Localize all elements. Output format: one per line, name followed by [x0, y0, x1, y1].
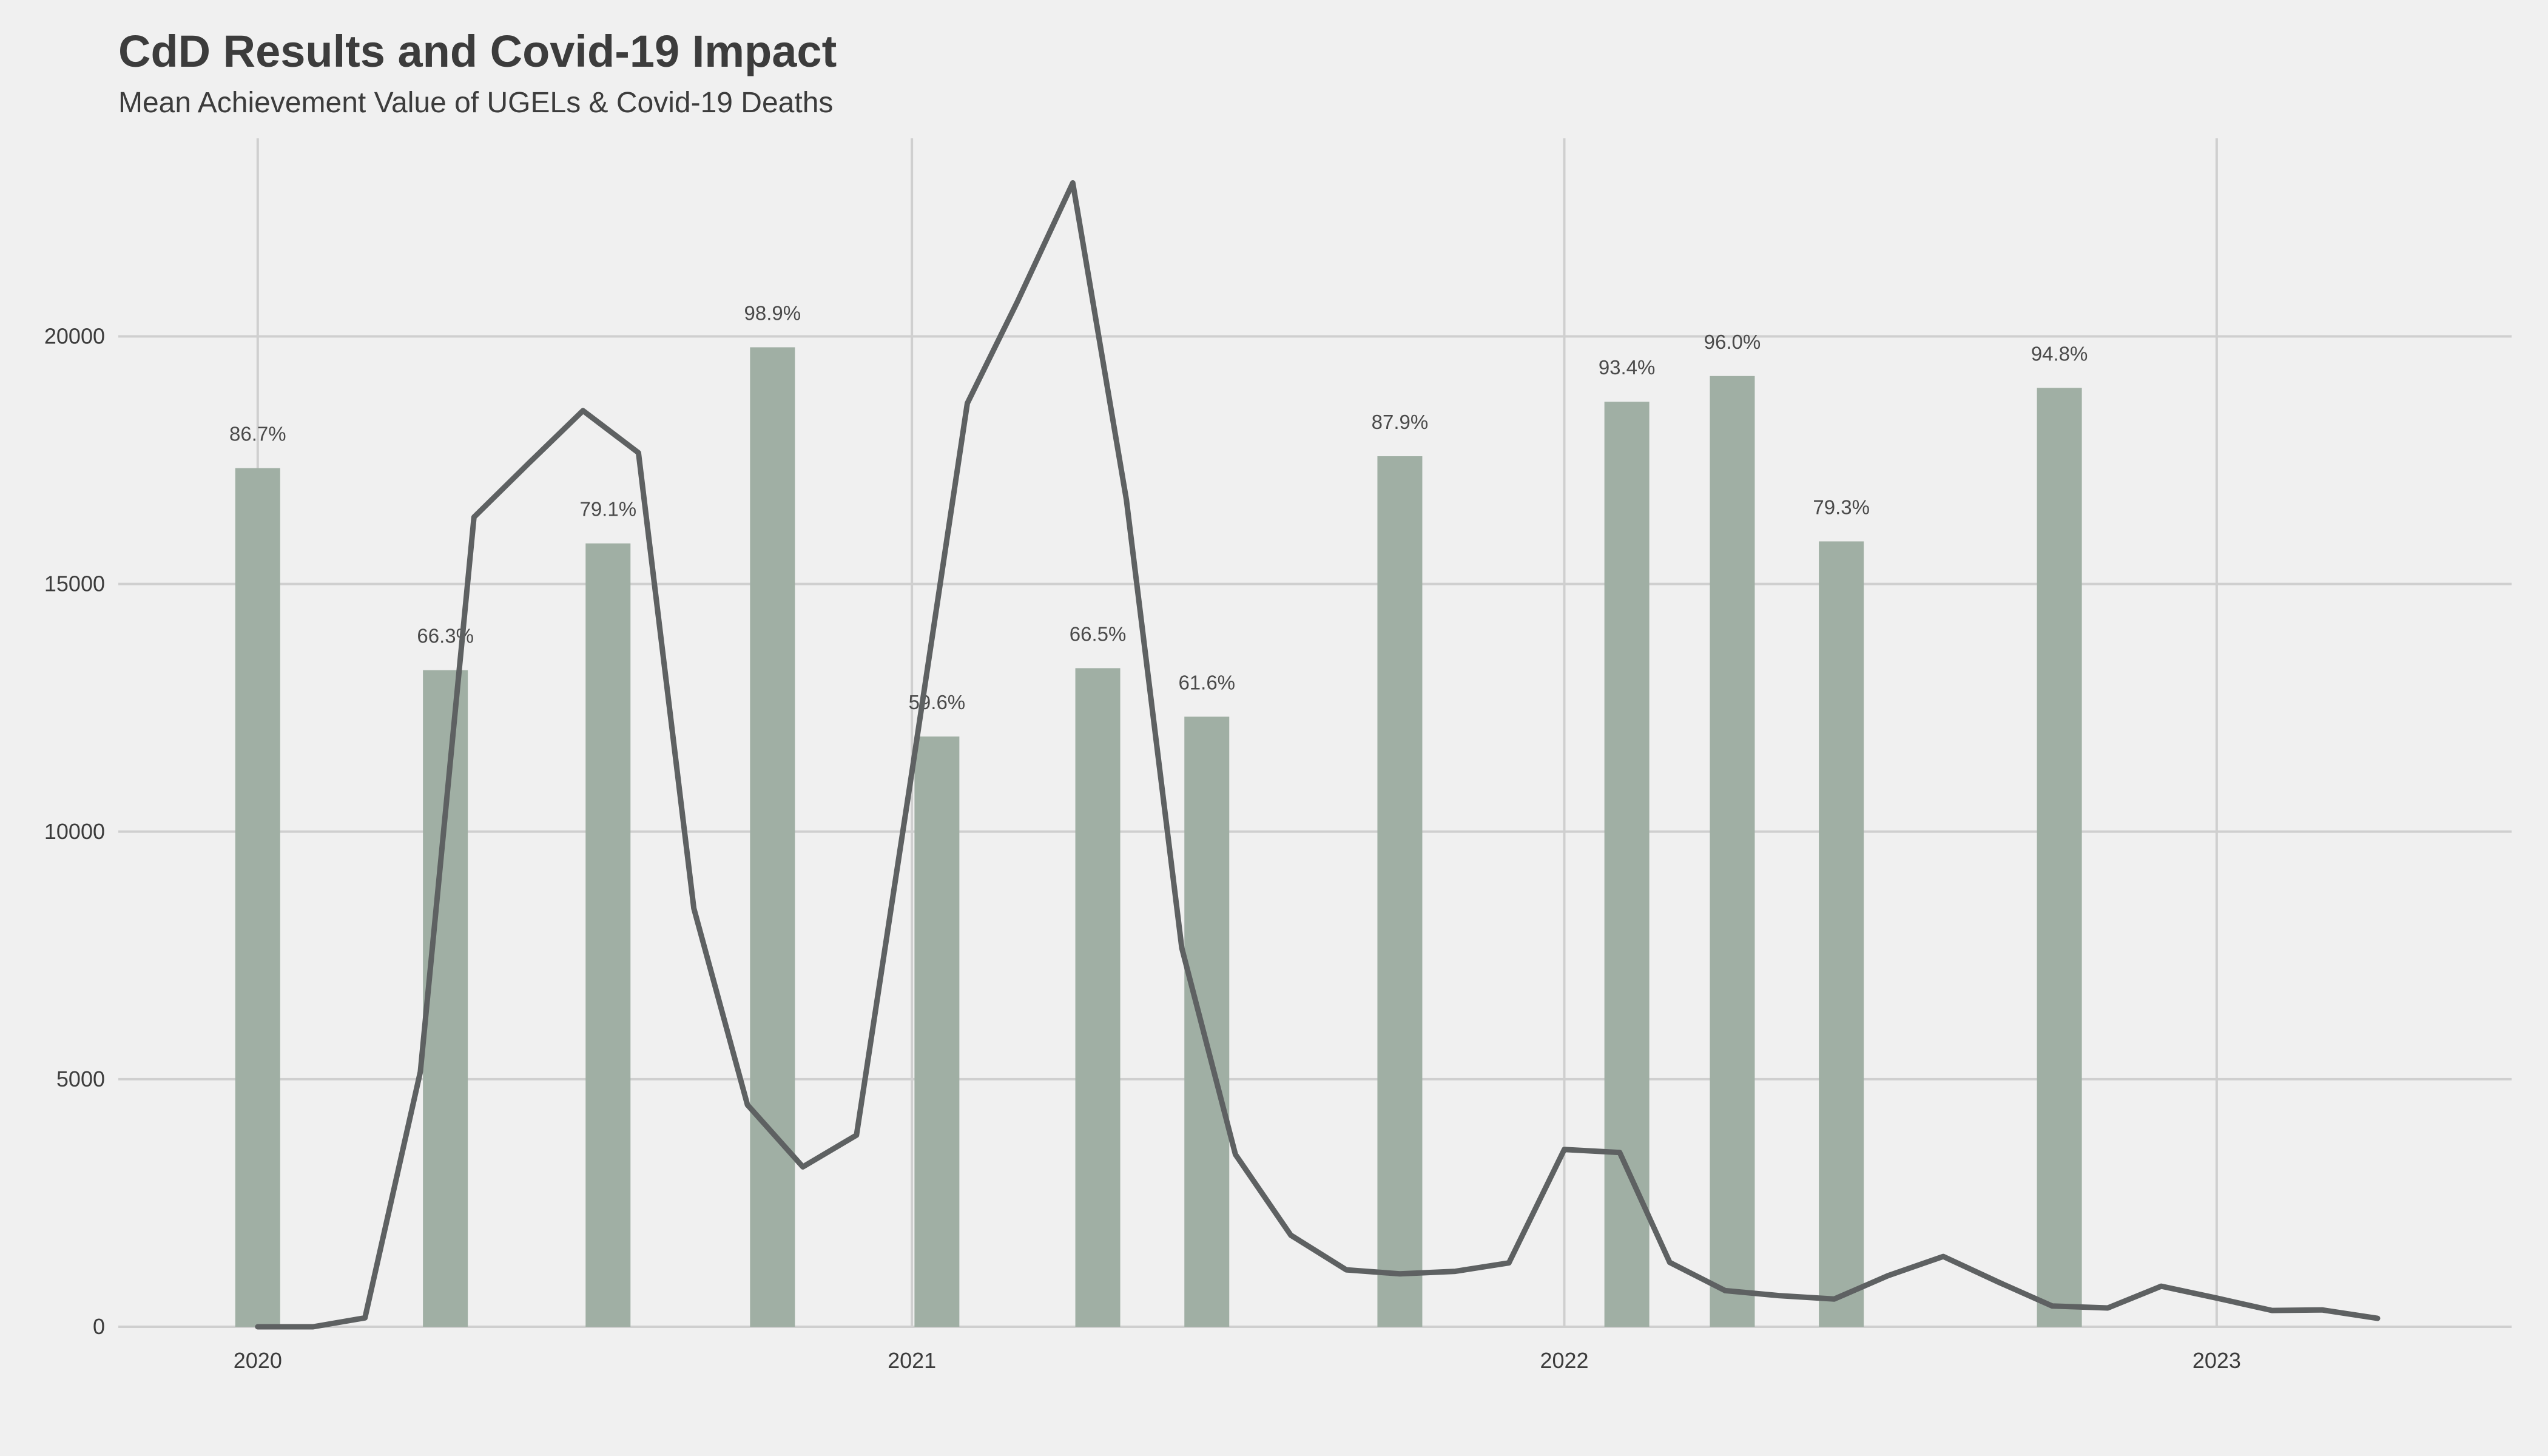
y-tick-label: 5000: [56, 1067, 105, 1091]
bar: [235, 468, 280, 1327]
bar-data-label: 79.3%: [1813, 496, 1870, 518]
chart-title: CdD Results and Covid-19 Impact: [118, 26, 837, 76]
bar: [1184, 716, 1230, 1327]
bar: [2037, 388, 2082, 1327]
bar: [585, 543, 631, 1327]
bar-data-label: 79.1%: [579, 498, 636, 521]
bar-data-label: 86.7%: [229, 423, 286, 445]
bar-data-label: 93.4%: [1599, 356, 1656, 379]
bar-data-label: 87.9%: [1372, 411, 1429, 433]
bar-data-label: 96.0%: [1704, 331, 1761, 353]
bar: [1604, 402, 1650, 1327]
bar: [1075, 668, 1121, 1327]
bar: [1819, 541, 1864, 1327]
y-tick-label: 15000: [44, 571, 105, 596]
bar: [750, 347, 795, 1327]
deaths-line: [255, 180, 2381, 1330]
x-tick-label: 2020: [234, 1348, 282, 1373]
x-tick-label: 2021: [888, 1348, 936, 1373]
bar-series: [235, 347, 2082, 1327]
bar-data-label: 66.5%: [1070, 622, 1127, 645]
bar: [914, 736, 960, 1327]
grid-lines: [118, 138, 2512, 1328]
chart-subtitle: Mean Achievement Value of UGELs & Covid-…: [118, 87, 834, 119]
bar-data-label: 94.8%: [2031, 342, 2088, 365]
bar-data-label: 98.9%: [744, 302, 801, 324]
bar-data-label: 59.6%: [909, 691, 966, 713]
x-tick-label: 2023: [2192, 1348, 2241, 1373]
bar: [423, 670, 468, 1327]
bar-data-labels: 86.7%66.3%79.1%98.9%59.6%66.5%61.6%87.9%…: [229, 302, 2088, 713]
bar: [1710, 376, 1755, 1327]
bar: [1377, 456, 1423, 1327]
axis-tick-labels: 0 5000 10000 15000 20000 2020 2021 2022 2023: [44, 324, 2241, 1373]
line-series: [255, 180, 2381, 1330]
y-tick-label: 20000: [44, 324, 105, 349]
y-tick-label: 0: [93, 1314, 105, 1339]
x-tick-label: 2022: [1540, 1348, 1588, 1373]
bar-data-label: 61.6%: [1178, 671, 1235, 693]
y-tick-label: 10000: [44, 819, 105, 844]
